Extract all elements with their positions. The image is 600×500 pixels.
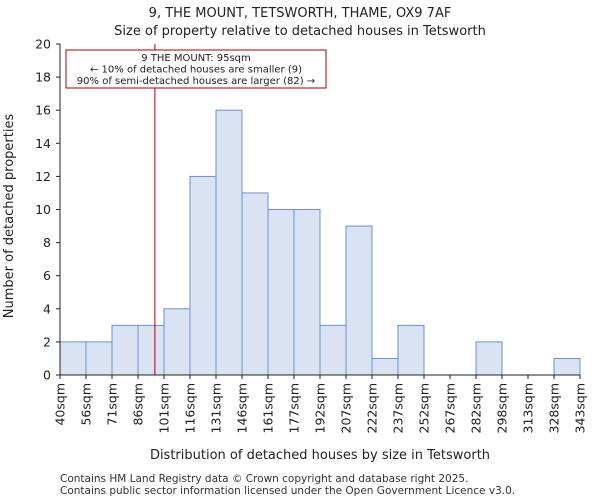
chart-title: 9, THE MOUNT, TETSWORTH, THAME, OX9 7AF xyxy=(149,6,452,21)
bar xyxy=(553,357,581,376)
x-tick-label: 71sqm xyxy=(105,383,120,426)
x-tick-label: 40sqm xyxy=(53,383,68,426)
x-tick-label: 282sqm xyxy=(469,383,484,433)
x-tick-label: 86sqm xyxy=(131,383,146,426)
bar xyxy=(241,192,269,376)
x-tick-label: 101sqm xyxy=(157,383,172,433)
bar xyxy=(59,341,87,376)
annotation-line: 9 THE MOUNT: 95sqm xyxy=(141,53,251,64)
bar xyxy=(267,209,295,376)
chart-subtitle: Size of property relative to detached ho… xyxy=(114,24,486,39)
annotation-box xyxy=(65,49,327,89)
annotation-line: 90% of semi-detached houses are larger (… xyxy=(77,76,315,87)
marker-group: 9 THE MOUNT: 95sqm← 10% of detached hous… xyxy=(65,44,327,375)
y-tick-label: 0 xyxy=(43,368,51,383)
x-tick-label: 116sqm xyxy=(183,383,198,433)
x-tick-label: 192sqm xyxy=(313,383,328,433)
x-tick-label: 207sqm xyxy=(339,383,354,433)
x-axis-title: Distribution of detached houses by size … xyxy=(150,448,490,463)
y-tick-label: 14 xyxy=(35,136,51,151)
x-tick-label: 161sqm xyxy=(261,383,276,433)
annotation-line: ← 10% of detached houses are smaller (9) xyxy=(90,65,302,76)
y-tick-label: 4 xyxy=(43,301,51,316)
y-tick-label: 20 xyxy=(35,37,51,52)
bar xyxy=(397,324,425,376)
bar xyxy=(371,357,399,376)
bar xyxy=(215,109,243,376)
x-tick-label: 56sqm xyxy=(79,383,94,426)
x-tick-label: 131sqm xyxy=(209,383,224,433)
x-tick-label: 267sqm xyxy=(443,383,458,433)
x-tick-label: 343sqm xyxy=(573,383,588,433)
bar xyxy=(293,209,321,376)
footer-line-1: Contains HM Land Registry data © Crown c… xyxy=(60,473,468,485)
bar xyxy=(137,324,165,376)
x-tick-label: 177sqm xyxy=(287,383,302,433)
x-tick-label: 252sqm xyxy=(417,383,432,433)
bar xyxy=(85,341,113,376)
y-tick-label: 12 xyxy=(35,169,51,184)
x-tick-label: 313sqm xyxy=(521,383,536,433)
y-tick-label: 16 xyxy=(35,103,51,118)
x-tick-label: 298sqm xyxy=(495,383,510,433)
footer-line-2: Contains public sector information licen… xyxy=(60,485,515,497)
x-ticks-group: 40sqm 56sqm 71sqm 86sqm 101sqm 116sqm 131sqm 14… xyxy=(53,375,588,433)
bar xyxy=(111,324,139,376)
x-tick-label: 328sqm xyxy=(547,383,562,433)
y-tick-label: 10 xyxy=(35,202,51,217)
bar xyxy=(475,341,503,376)
bar xyxy=(319,324,347,376)
y-axis-title: Number of detached properties xyxy=(2,114,17,319)
y-tick-label: 2 xyxy=(43,334,51,349)
bars-group xyxy=(59,109,581,376)
y-tick-label: 8 xyxy=(43,235,51,250)
x-tick-label: 146sqm xyxy=(235,383,250,433)
y-tick-label: 18 xyxy=(35,70,51,85)
x-tick-label: 222sqm xyxy=(365,383,380,433)
x-tick-label: 237sqm xyxy=(391,383,406,433)
bar xyxy=(345,225,373,376)
y-tick-label: 6 xyxy=(43,268,51,283)
bar xyxy=(189,175,217,376)
bar xyxy=(163,308,191,376)
y-ticks-group: 0 2 4 6 8 10 12 14 16 18 20 xyxy=(35,37,60,383)
